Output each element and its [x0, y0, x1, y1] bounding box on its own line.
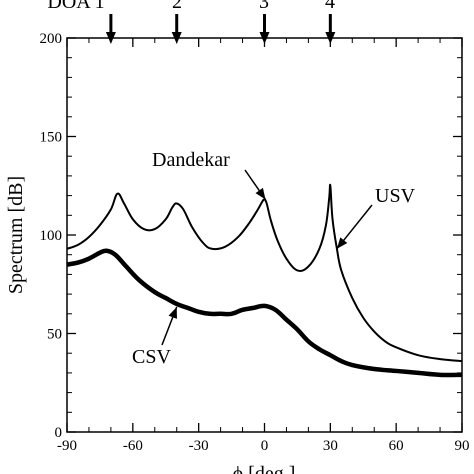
- annotation-arrowhead: [168, 306, 177, 319]
- doa-label: DOA 1: [47, 0, 104, 13]
- x-tick-label: -30: [189, 438, 209, 454]
- y-axis-label: Spectrum [dB]: [5, 176, 27, 294]
- x-tick-label: 0: [261, 438, 269, 454]
- annotation-label: CSV: [132, 346, 171, 368]
- annotation-label: USV: [375, 185, 416, 207]
- y-tick-label: 100: [40, 228, 63, 244]
- x-tick-label: -90: [57, 438, 77, 454]
- y-tick-label: 200: [40, 31, 63, 47]
- y-tick-label: 150: [40, 130, 63, 146]
- series-line-csv: [66, 248, 463, 378]
- doa-label: 2: [172, 0, 182, 13]
- series-lines: [66, 183, 463, 378]
- x-tick-label: 60: [389, 438, 404, 454]
- doa-label: 3: [259, 0, 269, 13]
- annotation-label: Dandekar: [152, 149, 230, 171]
- x-axis-label: ϕ [deg.]: [233, 463, 296, 474]
- x-tick-label: 90: [455, 438, 470, 454]
- annotations: Dandekar USV CSV: [132, 149, 416, 368]
- x-tick-label: 30: [323, 438, 338, 454]
- doa-label: 4: [325, 0, 335, 13]
- annotation-arrowhead: [336, 237, 348, 249]
- doa-markers: DOA 1 2 3 4: [47, 0, 336, 44]
- axis-ticks: -90 -60 -30 0 30 60 90 0 50 100 150 200: [40, 31, 470, 454]
- series-line-dandekar: [66, 183, 463, 363]
- y-tick-label: 50: [47, 327, 62, 343]
- x-tick-label: -60: [123, 438, 143, 454]
- annotation-arrowhead: [255, 187, 266, 200]
- y-tick-label: 0: [55, 425, 63, 441]
